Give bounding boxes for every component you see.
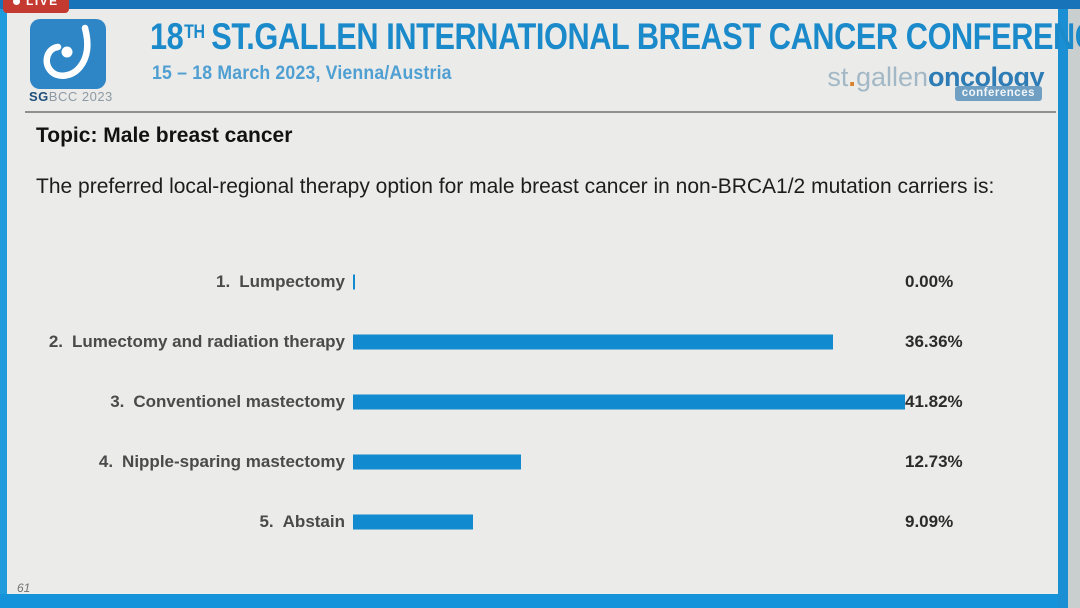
- option-number: 4.: [98, 452, 114, 471]
- title-superscript: TH: [184, 22, 205, 44]
- result-bar-track: [353, 274, 908, 290]
- chart-row: 3. Conventionel mastectomy 41.82%: [0, 372, 1080, 432]
- logo-caption-bold: SG: [29, 89, 49, 104]
- conference-date-location: 15 – 18 March 2023, Vienna/Austria: [152, 63, 452, 84]
- chart-rows: 1. Lumpectomy 0.00% 2. Lumectomy and radiati…: [0, 252, 1080, 552]
- result-bar: [353, 454, 521, 470]
- title-prefix: 18: [150, 16, 184, 57]
- frame-right-gray-bar: [1068, 9, 1080, 608]
- result-percentage: 36.36%: [905, 332, 963, 351]
- chart-row: 4. Nipple-sparing mastectomy 12.73%: [0, 432, 1080, 492]
- live-badge: LIVE: [3, 0, 69, 13]
- frame-right-bar: [1058, 9, 1068, 608]
- option-label: 5. Abstain: [0, 512, 345, 532]
- option-text: Abstain: [282, 512, 345, 531]
- result-bar-track: [353, 514, 908, 530]
- option-number: 3.: [110, 392, 125, 411]
- slide-number: 61: [17, 581, 31, 595]
- option-label: 4. Nipple-sparing mastectomy: [0, 452, 345, 472]
- option-label: 1. Lumpectomy: [0, 272, 345, 292]
- option-number: 2.: [48, 332, 63, 351]
- chart-row: 2. Lumectomy and radiation therapy 36.36%: [0, 312, 1080, 372]
- frame-left-bar: [0, 9, 7, 594]
- poll-question: The preferred local-regional therapy opt…: [36, 175, 995, 198]
- result-bar-track: [353, 454, 908, 470]
- result-bar: [353, 274, 355, 290]
- conference-title: 18TH ST.GALLEN INTERNATIONAL BREAST CANCE…: [150, 16, 1080, 58]
- result-percentage: 0.00%: [905, 272, 954, 291]
- brand-gallen: gallen: [855, 62, 928, 92]
- result-bar-track: [353, 394, 908, 410]
- result-bar: [353, 334, 833, 350]
- brand-st: st: [827, 62, 849, 92]
- option-label: 3. Conventionel mastectomy: [0, 392, 345, 412]
- chart-row: 1. Lumpectomy 0.00%: [0, 252, 1080, 312]
- frame-top-bar: [0, 0, 1080, 9]
- result-bar: [353, 394, 905, 410]
- brand-conferences-badge: conferences: [954, 86, 1042, 101]
- option-label: 2. Lumectomy and radiation therapy: [0, 332, 345, 352]
- brand-dot: .: [848, 62, 856, 92]
- option-number: 1.: [216, 272, 231, 291]
- chart-row: 5. Abstain 9.09%: [0, 492, 1080, 552]
- option-text: Lumectomy and radiation therapy: [72, 332, 345, 351]
- result-bar: [353, 514, 473, 530]
- live-badge-label: LIVE: [26, 0, 59, 8]
- option-text: Nipple-sparing mastectomy: [122, 452, 345, 471]
- sgbcc-logo-icon: [30, 19, 106, 89]
- title-rest: ST.GALLEN INTERNATIONAL BREAST CANCER CO…: [211, 16, 1080, 57]
- result-percentage: 12.73%: [905, 452, 963, 471]
- stgallen-oncology-logo: st.gallenoncology conferences: [827, 62, 1045, 101]
- live-dot-icon: [13, 0, 20, 5]
- topic-heading: Topic: Male breast cancer: [36, 124, 293, 147]
- frame-bottom-bar: [0, 594, 1058, 608]
- logo-caption-rest: BCC 2023: [48, 89, 113, 104]
- result-percentage: 41.82%: [905, 392, 963, 411]
- option-text: Conventionel mastectomy: [133, 392, 345, 411]
- result-bar-track: [353, 334, 908, 350]
- option-number: 5.: [259, 512, 274, 531]
- header-divider: [25, 111, 1056, 113]
- sgbcc-logo-caption: SGBCC 2023: [29, 89, 113, 104]
- result-percentage: 9.09%: [905, 512, 954, 531]
- option-text: Lumpectomy: [239, 272, 345, 291]
